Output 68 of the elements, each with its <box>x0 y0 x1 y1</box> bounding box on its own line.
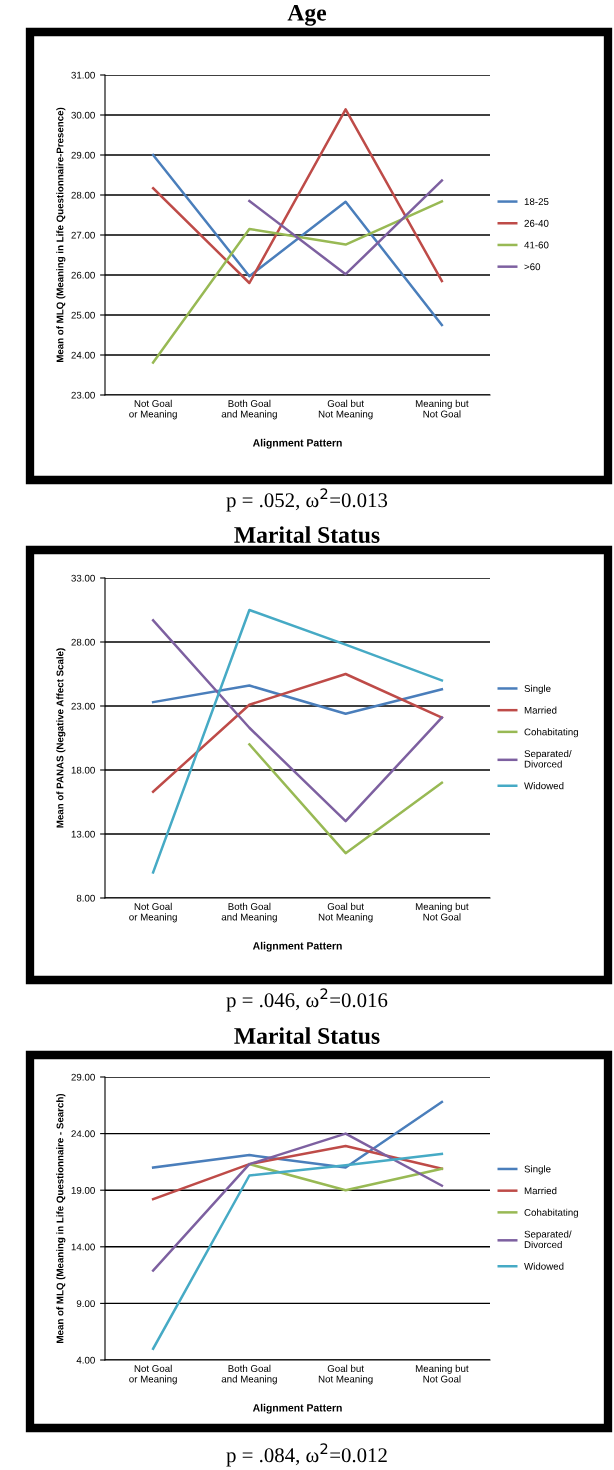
legend-label: 18-25 <box>524 198 549 206</box>
line-series <box>151 672 444 794</box>
chart-title: Marital Status <box>234 1027 380 1044</box>
legend-label: Cohabitating <box>524 728 578 738</box>
line-series <box>151 1132 444 1272</box>
x-tick-label: Goal but Not Meaning <box>318 902 373 923</box>
y-tick-label: 25.00 <box>71 311 95 319</box>
y-tick-label: 31.00 <box>71 71 95 79</box>
y-tick-label: 30.00 <box>71 111 95 119</box>
line-series <box>151 618 444 823</box>
line-series <box>151 200 444 364</box>
x-tick-label: Goal but Not Meaning <box>318 1364 373 1385</box>
x-tick-label: Both Goal and Meaning <box>221 399 277 420</box>
text: p = .052, ω$^{2}$=0.013 <box>226 488 388 512</box>
x-tick-label: Both Goal and Meaning <box>221 902 277 923</box>
y-tick-label: 24.00 <box>71 351 95 359</box>
y-tick-label: 28.00 <box>71 638 95 646</box>
y-axis-title: Mean of PANAS (Negative Affect Scale) <box>56 648 66 828</box>
x-tick-label: Goal but Not Meaning <box>318 399 373 420</box>
y-tick-label: 9.00 <box>76 1300 95 1308</box>
line-series <box>151 1152 444 1350</box>
y-axis-title: Mean of MLQ (Meaning in Life Questionnaire - Search) <box>56 1093 66 1343</box>
legend-label: Married <box>524 706 557 714</box>
x-axis-title: Alignment Pattern <box>252 438 342 449</box>
text: p = .046, ω$^{2}$=0.016 <box>226 988 388 1012</box>
legend-label: Widowed <box>524 782 564 790</box>
y-axis-title: Mean of MLQ (Meaning in Life Questionnaire-Presence) <box>56 107 66 363</box>
x-tick-label: Not Goal or Meaning <box>129 902 177 923</box>
x-tick-label: Meaning but Not Goal <box>415 902 469 921</box>
y-tick-label: 8.00 <box>76 894 95 902</box>
y-tick-label: 26.00 <box>71 271 95 279</box>
y-tick-label: 23.00 <box>71 702 95 710</box>
legend-label: 26-40 <box>524 219 549 227</box>
x-tick-label: Not Goal or Meaning <box>129 399 177 420</box>
y-tick-label: 19.00 <box>71 1186 95 1194</box>
text: p = .084, ω$^{2}$=0.012 <box>226 1443 387 1467</box>
x-tick-label: Meaning but Not Goal <box>415 399 469 418</box>
y-tick-label: 24.00 <box>71 1130 95 1138</box>
y-tick-label: 28.00 <box>71 191 95 199</box>
legend-label: 41-60 <box>524 241 549 249</box>
line-series <box>151 153 444 327</box>
legend-label: Widowed <box>524 1262 564 1270</box>
chart-title: Marital Status <box>234 526 380 543</box>
x-tick-label: Not Goal or Meaning <box>129 1364 177 1385</box>
legend-label: Married <box>524 1187 557 1195</box>
legend-label: Cohabitating <box>524 1208 578 1218</box>
y-tick-label: 13.00 <box>71 830 95 838</box>
y-tick-label: 33.00 <box>71 574 95 582</box>
y-tick-label: 29.00 <box>71 151 95 159</box>
legend-label: >60 <box>524 263 541 271</box>
chart-title: Age <box>287 4 327 26</box>
x-tick-label: Both Goal and Meaning <box>221 1364 277 1385</box>
x-axis-title: Alignment Pattern <box>252 1403 342 1414</box>
x-tick-label: Meaning but Not Goal <box>415 1364 469 1383</box>
legend-label: Single <box>524 684 551 694</box>
y-tick-label: 18.00 <box>71 766 95 774</box>
x-axis-title: Alignment Pattern <box>252 941 342 952</box>
line-series <box>151 608 444 874</box>
legend-label: Separated/ Divorced <box>524 1230 572 1249</box>
line-series <box>151 684 444 715</box>
legend-label: Separated/ Divorced <box>524 749 572 768</box>
y-tick-label: 23.00 <box>71 391 95 399</box>
legend-label: Single <box>524 1165 551 1175</box>
y-tick-label: 4.00 <box>76 1356 95 1364</box>
y-tick-label: 14.00 <box>71 1243 95 1251</box>
line-series <box>151 108 444 285</box>
y-tick-label: 27.00 <box>71 231 95 239</box>
y-tick-label: 29.00 <box>71 1073 95 1081</box>
